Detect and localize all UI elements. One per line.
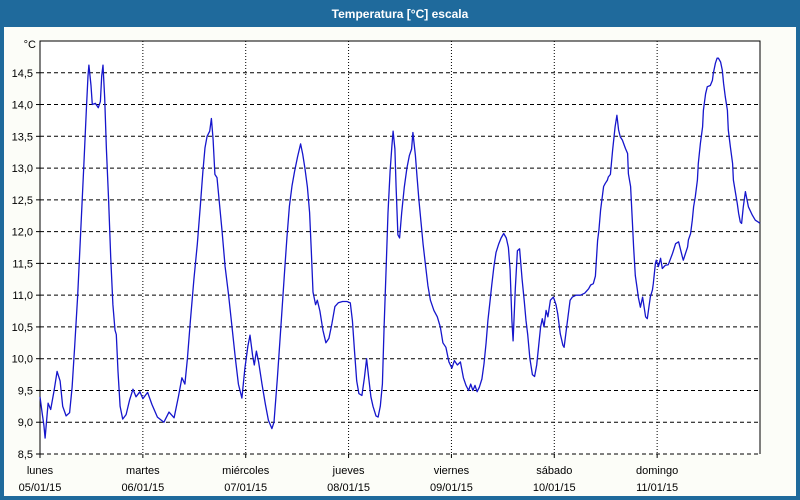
y-axis-label: 13,5 xyxy=(12,131,33,143)
y-axis-unit-label: °C xyxy=(24,39,36,51)
x-day-label: martes xyxy=(126,465,160,477)
y-axis-label: 13,0 xyxy=(12,163,33,175)
x-date-label: 10/01/15 xyxy=(533,482,576,494)
y-axis-label: 10,5 xyxy=(12,322,33,334)
title-bar: Temperatura [°C] escala xyxy=(0,0,800,27)
y-axis-label: 12,0 xyxy=(12,227,33,239)
x-date-label: 05/01/15 xyxy=(19,482,62,494)
x-gridlines xyxy=(39,41,658,458)
temperature-series-line xyxy=(39,57,761,439)
x-date-label: 08/01/15 xyxy=(327,482,370,494)
x-day-label: sábado xyxy=(536,465,572,477)
y-axis-label: 14,5 xyxy=(12,68,33,80)
plot-area xyxy=(40,41,760,454)
x-day-label: lunes xyxy=(27,465,54,477)
y-axis-label: 11,0 xyxy=(12,290,33,302)
y-axis-labels: 14,5 14,0 13,5 13,0 12,5 12,0 11,5 11,0 10,5 10,0… xyxy=(12,68,33,461)
y-axis-label: 8,5 xyxy=(18,449,33,461)
x-date-label: 07/01/15 xyxy=(224,482,267,494)
window-title: Temperatura [°C] escala xyxy=(331,6,469,21)
y-axis-label: 9,0 xyxy=(18,417,33,429)
y-axis-label: 10,0 xyxy=(12,354,33,366)
y-axis-label: 14,0 xyxy=(12,100,33,112)
x-day-label: jueves xyxy=(332,465,365,477)
y-axis-label: 9,5 xyxy=(18,385,33,397)
x-day-label: viernes xyxy=(434,465,470,477)
y-axis-label: 12,5 xyxy=(12,195,33,207)
x-axis-labels: lunes 05/01/15 martes 06/01/15 miércoles 07/0… xyxy=(19,465,679,494)
x-day-label: domingo xyxy=(636,465,678,477)
x-date-label: 09/01/15 xyxy=(430,482,473,494)
x-date-label: 06/01/15 xyxy=(121,482,164,494)
x-day-label: miércoles xyxy=(222,465,270,477)
plot-border xyxy=(39,40,761,454)
y-axis-label: 11,5 xyxy=(12,258,33,270)
x-date-label: 11/01/15 xyxy=(636,482,678,494)
